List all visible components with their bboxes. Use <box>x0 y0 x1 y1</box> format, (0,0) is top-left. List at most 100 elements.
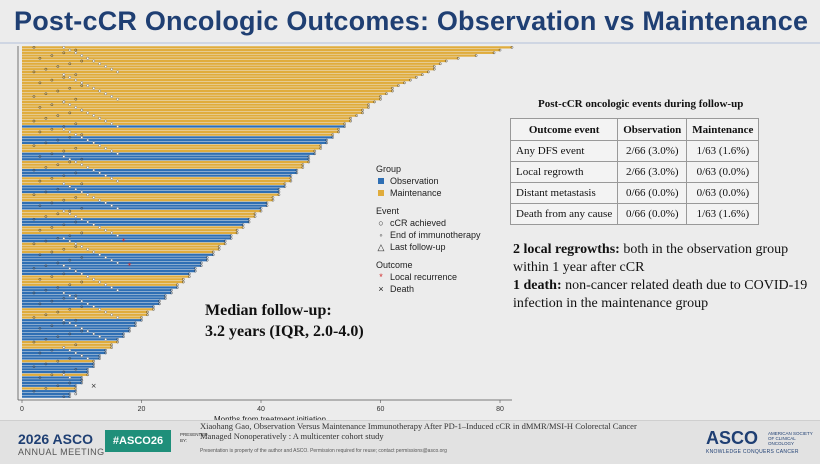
bar-observation <box>22 264 202 267</box>
last-followup-marker <box>403 81 406 85</box>
end-io-marker <box>62 346 66 349</box>
end-io-marker <box>86 166 90 169</box>
ccr-marker <box>32 95 36 98</box>
last-followup-marker <box>271 196 275 199</box>
last-followup-marker <box>158 302 161 306</box>
last-followup-marker <box>86 368 90 371</box>
asco-society-logo: ASCO AMERICAN SOCIETY OF CLINICAL ONCOLO… <box>706 428 813 455</box>
bar-maintenance <box>22 231 238 235</box>
end-io-marker <box>74 78 78 82</box>
bar-maintenance <box>22 65 435 68</box>
last-followup-marker <box>122 332 125 336</box>
ccr-marker <box>80 305 84 308</box>
last-followup-marker <box>110 343 113 347</box>
last-followup-marker <box>98 357 101 360</box>
bar-observation <box>22 234 232 237</box>
last-followup-marker <box>307 157 311 161</box>
ccr-marker <box>56 212 60 216</box>
bar-observation <box>22 141 327 144</box>
ccr-marker <box>62 247 66 251</box>
last-followup-marker <box>265 201 269 205</box>
legend-event-header: Event <box>376 206 400 216</box>
last-followup-marker <box>176 283 179 287</box>
bar-observation <box>22 218 250 221</box>
last-followup-marker <box>223 239 227 243</box>
ccr-marker <box>50 78 54 82</box>
ccr-marker <box>80 157 84 161</box>
ccr-marker <box>80 133 84 137</box>
last-followup-marker <box>325 141 329 145</box>
last-followup-marker <box>367 103 370 106</box>
header-outcome-event: Outcome event <box>509 118 619 141</box>
ccr-marker <box>38 106 42 109</box>
ccr-marker <box>80 231 84 235</box>
last-followup-marker <box>319 147 323 150</box>
ccr-marker <box>32 340 36 344</box>
end-io-marker <box>116 70 119 74</box>
ccr-marker <box>56 138 60 142</box>
last-followup-marker <box>80 376 84 379</box>
bar-observation <box>22 305 154 308</box>
last-followup-marker <box>421 73 424 76</box>
end-io-marker <box>62 155 66 158</box>
last-followup-marker <box>187 275 191 278</box>
bar-observation <box>22 351 106 355</box>
last-followup-marker <box>379 97 382 101</box>
legend-item-end-io: ◦ End of immunotherapy <box>376 229 480 241</box>
ccr-marker <box>38 351 42 355</box>
end-io-marker <box>68 239 72 243</box>
last-followup-marker <box>253 215 257 218</box>
ccr-marker <box>56 384 60 388</box>
bar-observation <box>22 286 178 289</box>
last-followup-marker <box>104 351 107 355</box>
end-io-marker <box>104 228 107 232</box>
ccr-marker <box>68 234 72 238</box>
bar-maintenance <box>22 280 184 284</box>
bar-observation <box>22 190 279 194</box>
end-io-marker <box>86 302 90 306</box>
ccr-marker <box>50 250 54 254</box>
bar-maintenance <box>22 59 447 63</box>
last-followup-marker <box>307 155 311 158</box>
last-followup-marker <box>80 378 84 382</box>
bar-observation <box>22 368 88 371</box>
triangle-icon: △ <box>377 242 385 252</box>
ccr-marker <box>74 122 78 126</box>
last-followup-marker <box>217 247 221 251</box>
last-followup-marker <box>229 234 233 237</box>
end-io-marker <box>74 215 78 218</box>
ccr-marker <box>32 144 36 147</box>
last-followup-marker <box>176 286 179 289</box>
end-io-marker <box>68 48 72 52</box>
end-io-marker <box>68 185 72 188</box>
end-io-marker <box>92 196 96 199</box>
legend-item-observation: Observation <box>376 175 481 187</box>
end-io-marker <box>68 103 72 106</box>
bar-observation <box>22 174 291 177</box>
bar-observation <box>22 376 82 379</box>
last-followup-marker <box>325 138 329 142</box>
ccr-marker <box>44 215 48 218</box>
ccr-marker <box>32 193 36 197</box>
end-io-marker <box>110 67 113 71</box>
end-io-marker <box>92 59 96 63</box>
end-io-marker <box>104 65 107 68</box>
maintenance-cell: 1/63 (1.6%) <box>686 140 760 162</box>
last-followup-marker <box>92 362 96 366</box>
end-io-marker <box>74 106 78 109</box>
ccr-marker <box>74 220 78 224</box>
last-followup-marker <box>426 70 430 74</box>
end-io-marker <box>62 46 66 49</box>
last-followup-marker <box>164 294 167 297</box>
table-row: Distant metastasis 0/66 (0.0%) 0/63 (0.0… <box>509 182 760 204</box>
ccr-marker <box>68 307 72 311</box>
bar-maintenance <box>22 133 333 136</box>
end-io-marker <box>68 348 72 352</box>
ccr-marker <box>44 264 48 268</box>
end-io-marker <box>92 114 96 117</box>
last-followup-marker <box>86 373 90 377</box>
end-io-marker <box>80 327 84 330</box>
x-tick-label: 60 <box>377 406 385 413</box>
last-followup-marker <box>128 329 131 333</box>
ccr-marker <box>62 125 66 128</box>
